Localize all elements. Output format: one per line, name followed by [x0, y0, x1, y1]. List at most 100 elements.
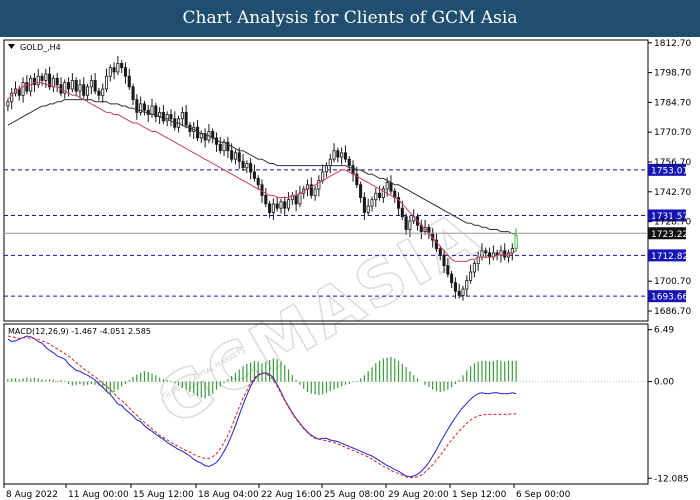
candle-body: [351, 165, 355, 175]
candle-body: [226, 141, 230, 152]
candle-body: [374, 192, 378, 201]
macd-main-line: [7, 335, 517, 478]
time-tick-label: 11 Aug 00:00: [68, 490, 129, 500]
current-price-label: 1723.22: [651, 230, 688, 240]
candle-body: [44, 73, 48, 81]
candle-body: [142, 103, 146, 111]
price-tick-label: 1742.70: [654, 188, 691, 198]
level-label: 1693.66: [651, 293, 688, 303]
level-label-box: [648, 209, 686, 222]
candle-body: [362, 197, 366, 213]
candle-body: [514, 235, 518, 250]
candle-body: [74, 80, 78, 92]
level-label: 1753.01: [651, 166, 688, 176]
price-tick-label: 1686.70: [654, 307, 691, 317]
candle-body: [389, 182, 393, 192]
candle-body: [396, 197, 401, 209]
macd-tick-label: 0.00: [654, 378, 674, 388]
candle-body: [40, 75, 44, 81]
candle-body: [112, 67, 116, 73]
candle-body: [252, 171, 256, 179]
candle-body: [321, 171, 325, 181]
candle-body: [385, 182, 389, 190]
candle-body: [309, 184, 313, 196]
candle-body: [101, 88, 105, 96]
candle-body: [104, 75, 109, 90]
candle-body: [70, 80, 74, 90]
candle-body: [313, 188, 317, 196]
macd-signal-line: [7, 335, 517, 479]
candle-body: [366, 205, 370, 213]
candle-body: [51, 77, 55, 88]
candle-body: [127, 75, 131, 88]
candle-body: [450, 273, 454, 284]
candle-body: [233, 152, 237, 160]
level-label-box: [648, 249, 686, 262]
candle-body: [484, 250, 488, 254]
candle-body: [21, 82, 25, 96]
candle-body: [25, 82, 29, 92]
candle-body: [97, 90, 101, 96]
candle-body: [55, 77, 59, 86]
candle-body: [271, 203, 275, 213]
candle-body: [123, 67, 128, 77]
macd-panel-frame: [3, 323, 649, 485]
price-tick-label: 1770.70: [654, 128, 691, 138]
candle-body: [457, 290, 461, 296]
chart-area[interactable]: GCMASIA GLOBAL CAPITAL MARKETS 1753.0117…: [0, 37, 700, 500]
candle-body: [245, 163, 249, 169]
candle-body: [355, 173, 359, 186]
candle-body: [86, 86, 90, 96]
candle-body: [275, 203, 279, 209]
candle-body: [188, 124, 192, 132]
time-tick-label: 18 Aug 04:00: [198, 490, 259, 500]
candle-body: [32, 77, 36, 86]
time-tick-label: 8 Aug 2022: [6, 490, 58, 500]
candle-body: [480, 250, 484, 258]
candle-body: [78, 84, 82, 92]
candle-body: [488, 252, 492, 258]
candle-body: [465, 280, 469, 290]
price-panel-frame: [3, 39, 649, 322]
current-price-box: [648, 227, 686, 240]
candle-body: [469, 271, 473, 281]
candle-body: [180, 111, 184, 120]
candle-body: [139, 103, 143, 113]
candle-body: [283, 201, 287, 209]
candle-body: [404, 216, 408, 230]
candle-body: [408, 220, 412, 230]
candle-body: [184, 111, 188, 126]
price-tick-label: 1798.70: [654, 69, 691, 79]
candle-body: [442, 254, 446, 267]
candle-body: [347, 158, 351, 166]
candle-body: [6, 101, 10, 107]
candle-body: [82, 84, 86, 96]
candle-body: [279, 201, 283, 209]
price-axis: 1812.70 1798.70 1784.70 1770.70 1756.70 1742.…: [648, 39, 691, 317]
candle-body: [461, 288, 465, 296]
candle-body: [340, 152, 344, 158]
level-label: 1731.57: [651, 212, 688, 222]
candle-body: [36, 75, 40, 86]
candle-body: [48, 73, 52, 88]
candle-body: [63, 82, 67, 94]
price-tick-label: 1700.70: [654, 277, 691, 287]
level-label-box: [648, 163, 686, 176]
time-tick-label: 22 Aug 16:00: [261, 490, 322, 500]
ema-slow-line: [7, 99, 517, 235]
time-tick-label: 6 Sep 00:00: [516, 490, 571, 500]
candle-body: [256, 177, 260, 186]
candle-body: [317, 180, 321, 190]
candle-body: [214, 137, 219, 145]
candle-body: [120, 63, 124, 69]
level-price-labels: 1753.01 1731.57 1712.82 1693.66 1723.22: [648, 163, 688, 303]
candle-body: [108, 67, 112, 77]
candle-body: [298, 192, 302, 205]
macd-label: MACD(12,26,9) -1.467 -4.051 2.585: [8, 327, 151, 336]
candle-body: [264, 195, 268, 205]
candle-body: [503, 250, 507, 258]
candle-body: [499, 250, 503, 256]
time-tick-label: 25 Aug 08:00: [324, 490, 385, 500]
price-tick-label: 1812.70: [654, 39, 691, 49]
macd-axis: 6.49 0.00 -12.085: [648, 326, 689, 484]
